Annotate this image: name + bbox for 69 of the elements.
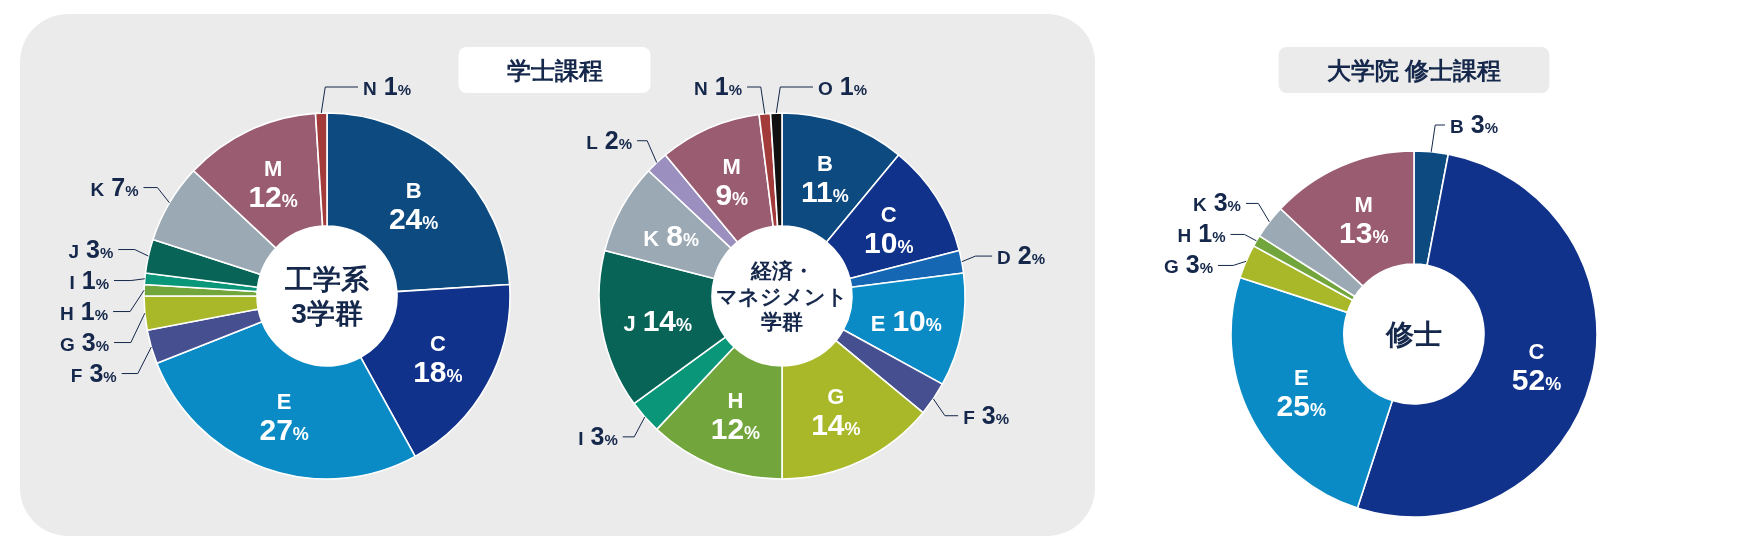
slice-label: J xyxy=(623,310,636,336)
data-label: 1% xyxy=(714,72,742,100)
text: 工学系3学群 xyxy=(284,264,370,329)
slice-label: K xyxy=(90,178,105,200)
slice-label: H xyxy=(727,387,744,413)
data-label: 14% xyxy=(811,408,861,442)
data-label: 1% xyxy=(383,72,411,100)
data-label: 25% xyxy=(1276,389,1326,423)
data-label: 3% xyxy=(981,400,1009,429)
data-label: 1% xyxy=(81,265,109,294)
slice-label: J xyxy=(68,240,80,262)
data-label: 7% xyxy=(111,172,139,201)
data-label: 18% xyxy=(413,354,463,388)
data-label: 12% xyxy=(710,411,761,445)
slice-label: K xyxy=(1192,194,1207,216)
data-label: 2% xyxy=(1017,241,1046,270)
slice-label: I xyxy=(69,271,75,293)
data-label: 10% xyxy=(892,303,942,337)
data-label: 1% xyxy=(1198,219,1226,248)
slice-label: F xyxy=(70,364,83,386)
slice-label: N xyxy=(694,78,708,99)
data-label: 52% xyxy=(1511,363,1562,397)
slice-label: G xyxy=(59,333,75,355)
slice-label: H xyxy=(1177,225,1192,247)
chart-subtitle: 大学院 修士課程 xyxy=(1326,57,1502,84)
data-label: 3% xyxy=(81,327,109,356)
slice-label: L xyxy=(586,131,599,153)
data-label: 3% xyxy=(1213,188,1241,217)
data-label: 3% xyxy=(1470,110,1498,138)
data-label: 11% xyxy=(800,174,849,208)
data-label: 2% xyxy=(604,125,633,154)
slice-label: F xyxy=(963,406,975,428)
data-label: 24% xyxy=(388,201,439,235)
slice-label: G xyxy=(1163,256,1179,278)
slice-label: K xyxy=(643,226,660,252)
data-label: 27% xyxy=(259,413,309,447)
slice-label: C xyxy=(1528,339,1545,365)
slice-label: I xyxy=(578,427,584,449)
slice-label: E xyxy=(276,389,292,415)
slice-label: H xyxy=(60,302,74,324)
slice-label: G xyxy=(827,384,845,410)
data-label: 3% xyxy=(86,234,114,263)
slice-label: B xyxy=(405,177,422,203)
chart-subtitle: 学士課程 xyxy=(506,57,603,84)
data-label: 3% xyxy=(590,421,618,450)
slice-label: O xyxy=(818,78,833,99)
slice-label: E xyxy=(1293,365,1309,391)
data-label: 3% xyxy=(1185,250,1214,279)
slice-label: B xyxy=(1450,116,1464,137)
slice-label: E xyxy=(870,310,886,336)
slice-label: B xyxy=(816,150,833,176)
slice-label: M xyxy=(1354,191,1373,217)
data-label: 14% xyxy=(642,303,693,337)
slice-label: N xyxy=(363,78,377,99)
slice-label: C xyxy=(880,202,897,228)
text: 修士 xyxy=(1385,319,1442,351)
data-label: 13% xyxy=(1339,215,1389,249)
data-label: 9% xyxy=(715,177,749,211)
slice-label: D xyxy=(997,247,1011,269)
data-label: 1% xyxy=(839,72,868,100)
slice-label: M xyxy=(722,153,741,179)
data-label: 12% xyxy=(248,179,298,213)
data-label: 3% xyxy=(89,358,117,387)
data-label: 8% xyxy=(666,219,699,253)
text: 経済・マネジメント学群 xyxy=(716,259,848,335)
slice-label: M xyxy=(263,155,283,181)
data-label: 10% xyxy=(864,226,914,260)
data-label: 1% xyxy=(80,296,109,325)
slice-label: C xyxy=(429,330,446,356)
